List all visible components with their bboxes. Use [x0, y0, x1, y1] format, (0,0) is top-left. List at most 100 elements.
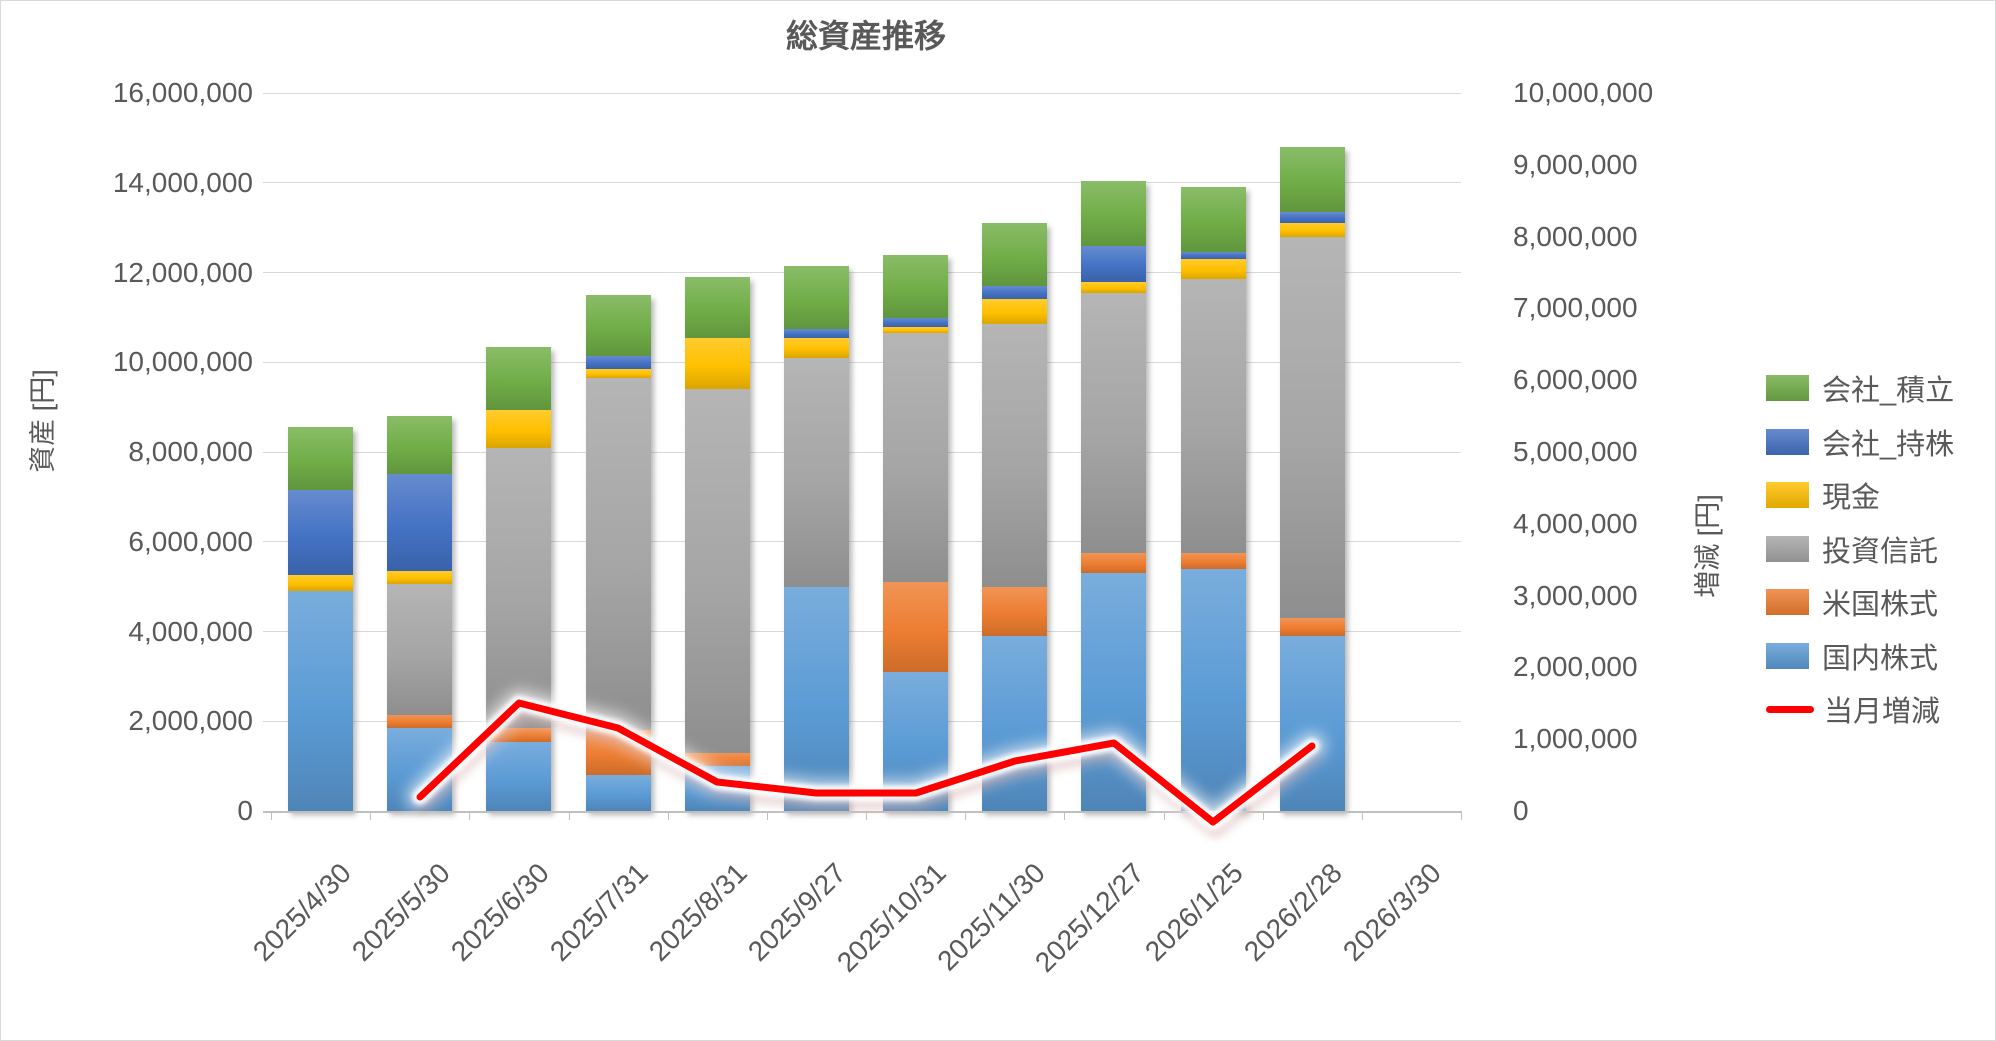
bar-segment-国内株式[interactable] — [486, 741, 551, 811]
bar-segment-国内株式[interactable] — [685, 766, 750, 811]
legend-item-米国株式[interactable]: 米国株式 — [1766, 585, 1938, 621]
category-tick — [1163, 811, 1165, 820]
bar-column-2025/6/30[interactable] — [486, 347, 551, 811]
bar-segment-会社_積立[interactable] — [586, 295, 651, 356]
bar-segment-投資信託[interactable] — [1280, 236, 1345, 619]
bar-segment-米国株式[interactable] — [1280, 618, 1345, 637]
bar-segment-投資信託[interactable] — [486, 447, 551, 729]
bar-segment-会社_持株[interactable] — [1280, 212, 1345, 224]
bar-column-2025/12/27[interactable] — [1081, 181, 1146, 811]
legend-color-swatch — [1766, 428, 1809, 455]
category-tick — [370, 811, 372, 820]
bar-column-2026/1/25[interactable] — [1181, 187, 1246, 811]
left-axis-tick-label: 10,000,000 — [112, 346, 253, 378]
bar-segment-現金[interactable] — [685, 337, 750, 390]
legend-color-swatch — [1766, 642, 1809, 669]
bar-segment-会社_積立[interactable] — [1081, 181, 1146, 247]
left-axis-tick-label: 0 — [237, 795, 253, 826]
legend-label: 会社_持株 — [1822, 428, 1955, 461]
category-tick — [1461, 811, 1462, 820]
bar-segment-国内株式[interactable] — [883, 672, 948, 811]
bar-segment-会社_積立[interactable] — [883, 255, 948, 318]
bar-column-2026/2/28[interactable] — [1280, 147, 1345, 811]
bar-segment-会社_積立[interactable] — [288, 427, 353, 490]
bar-column-2025/9/27[interactable] — [784, 266, 849, 811]
bar-segment-投資信託[interactable] — [982, 324, 1047, 587]
bar-segment-会社_持株[interactable] — [883, 317, 948, 327]
bar-segment-会社_持株[interactable] — [1081, 246, 1146, 282]
left-axis-tick-label: 4,000,000 — [128, 615, 253, 647]
right-axis-tick-label: 10,000,000 — [1513, 77, 1654, 108]
bar-segment-投資信託[interactable] — [1181, 279, 1246, 553]
bar-segment-会社_積立[interactable] — [1280, 147, 1345, 213]
bar-segment-会社_持株[interactable] — [288, 489, 353, 576]
bar-segment-米国株式[interactable] — [1181, 552, 1246, 569]
bar-segment-会社_積立[interactable] — [685, 277, 750, 338]
bar-segment-国内株式[interactable] — [784, 586, 849, 811]
bar-column-2025/4/30[interactable] — [288, 427, 353, 811]
legend-item-当月増減[interactable]: 当月増減 — [1766, 692, 1940, 728]
bar-segment-米国株式[interactable] — [387, 714, 452, 728]
bar-column-2025/10/31[interactable] — [883, 255, 948, 811]
bar-segment-投資信託[interactable] — [685, 389, 750, 753]
bar-segment-投資信託[interactable] — [387, 584, 452, 715]
legend-item-会社_積立[interactable]: 会社_積立 — [1766, 371, 1954, 407]
legend-item-現金[interactable]: 現金 — [1766, 478, 1880, 514]
bar-segment-国内株式[interactable] — [1280, 636, 1345, 811]
bar-segment-米国株式[interactable] — [586, 730, 651, 776]
bar-segment-国内株式[interactable] — [1181, 568, 1246, 811]
bar-segment-会社_積立[interactable] — [387, 416, 452, 475]
bar-segment-米国株式[interactable] — [1081, 553, 1146, 574]
bar-segment-国内株式[interactable] — [1081, 573, 1146, 811]
bar-segment-現金[interactable] — [586, 369, 651, 379]
bar-segment-会社_持株[interactable] — [1181, 252, 1246, 259]
bar-segment-国内株式[interactable] — [982, 635, 1047, 811]
bar-segment-会社_積立[interactable] — [982, 223, 1047, 286]
bar-segment-投資信託[interactable] — [1081, 293, 1146, 554]
bar-segment-現金[interactable] — [784, 337, 849, 358]
bar-segment-米国株式[interactable] — [486, 728, 551, 742]
bar-segment-投資信託[interactable] — [586, 378, 651, 731]
gridline — [263, 452, 1461, 453]
bar-segment-国内株式[interactable] — [288, 590, 353, 811]
bar-segment-投資信託[interactable] — [883, 333, 948, 583]
bar-segment-会社_持株[interactable] — [387, 474, 452, 571]
legend-line-sample — [1766, 705, 1814, 713]
legend-item-投資信託[interactable]: 投資信託 — [1766, 532, 1938, 568]
bar-segment-米国株式[interactable] — [685, 752, 750, 767]
bar-segment-現金[interactable] — [1081, 281, 1146, 294]
bar-column-2025/7/31[interactable] — [586, 295, 651, 811]
legend-item-国内株式[interactable]: 国内株式 — [1766, 639, 1938, 675]
legend-color-swatch — [1766, 375, 1809, 401]
bar-segment-現金[interactable] — [1181, 258, 1246, 280]
bar-segment-会社_積立[interactable] — [1181, 187, 1246, 253]
bar-segment-国内株式[interactable] — [387, 727, 452, 811]
right-axis-tick-label: 5,000,000 — [1513, 436, 1638, 467]
bar-segment-現金[interactable] — [288, 575, 353, 591]
left-axis-tick-label: 8,000,000 — [128, 436, 253, 467]
bar-segment-会社_持株[interactable] — [982, 285, 1047, 300]
gridline — [263, 541, 1461, 542]
category-tick — [271, 811, 272, 820]
bar-segment-現金[interactable] — [387, 570, 452, 585]
bar-segment-会社_持株[interactable] — [784, 328, 849, 338]
bar-segment-会社_積立[interactable] — [784, 266, 849, 329]
bar-segment-現金[interactable] — [883, 326, 948, 334]
bar-column-2025/11/30[interactable] — [982, 223, 1047, 811]
bar-segment-会社_積立[interactable] — [486, 347, 551, 410]
legend-label: 国内株式 — [1822, 642, 1939, 675]
right-axis-tick-label: 1,000,000 — [1513, 723, 1638, 755]
bar-segment-現金[interactable] — [982, 299, 1047, 325]
bar-segment-国内株式[interactable] — [586, 775, 651, 811]
bar-segment-現金[interactable] — [1280, 223, 1345, 237]
bar-segment-会社_持株[interactable] — [586, 355, 651, 370]
legend-item-会社_持株[interactable]: 会社_持株 — [1766, 425, 1954, 461]
bar-segment-投資信託[interactable] — [784, 357, 849, 587]
right-axis-tick-label: 6,000,000 — [1513, 364, 1638, 396]
bar-column-2025/8/31[interactable] — [685, 277, 750, 811]
bar-segment-米国株式[interactable] — [982, 586, 1047, 636]
bar-segment-現金[interactable] — [486, 409, 551, 448]
bar-segment-米国株式[interactable] — [883, 582, 948, 672]
category-tick — [469, 811, 471, 820]
bar-column-2025/5/30[interactable] — [387, 416, 452, 811]
